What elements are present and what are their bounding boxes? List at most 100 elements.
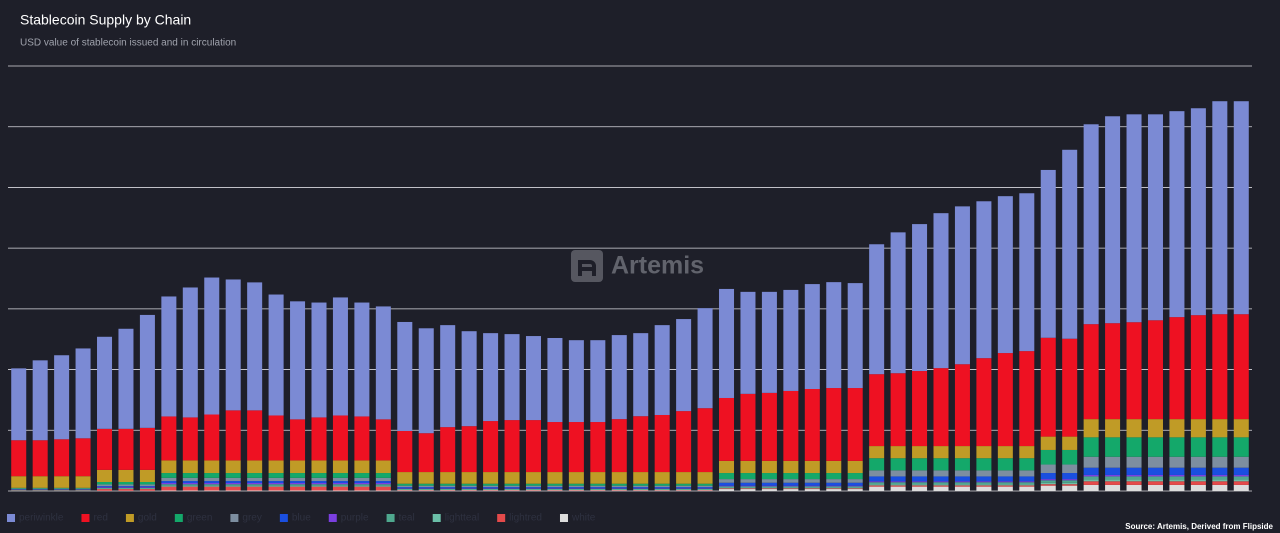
bar-segment (354, 482, 370, 485)
bar-segment (1062, 482, 1078, 485)
bar-segment (375, 473, 391, 478)
bar-segment (32, 360, 48, 441)
bar-segment (225, 477, 241, 482)
bar-segment (654, 488, 670, 490)
bar-segment (933, 446, 949, 459)
bar-segment (354, 481, 370, 483)
bar-segment (54, 487, 70, 489)
bar-segment (847, 488, 863, 490)
bar-segment (654, 485, 670, 488)
bar-segment (847, 486, 863, 488)
bar-segment (247, 481, 263, 483)
bar-segment (1147, 467, 1163, 475)
bar-segment (161, 460, 177, 474)
legend-label: white (571, 513, 596, 524)
bar-segment (1233, 476, 1249, 480)
bar-segment (204, 414, 220, 461)
bar-segment (697, 472, 713, 484)
bar-segment (1212, 437, 1228, 457)
bar-segment (954, 485, 970, 487)
bar-segment (504, 483, 520, 486)
bar-segment (547, 422, 563, 473)
bar-segment (32, 487, 48, 489)
bar-segment (225, 486, 241, 491)
bar-segment (912, 476, 928, 482)
bar-segment (740, 393, 756, 461)
bar-segment (1169, 479, 1185, 482)
bar-segment (161, 484, 177, 486)
bar-segment (804, 389, 820, 461)
bar-segment (75, 476, 91, 488)
bar-segment (976, 201, 992, 359)
bar-segment (847, 482, 863, 486)
bar-segment (1126, 419, 1142, 438)
bar-segment (976, 486, 992, 491)
bar-segment (804, 486, 820, 488)
bar-segment (375, 482, 391, 485)
bar-segment (418, 472, 434, 484)
bar-segment (161, 477, 177, 482)
bar-segment (783, 486, 799, 488)
chart-subtitle: USD value of stablecoin issued and in ci… (20, 38, 236, 49)
bar-segment (568, 340, 584, 423)
bar-segment (54, 488, 70, 490)
legend-label: purple (341, 513, 369, 524)
bar-segment (1212, 484, 1228, 491)
bar-segment (997, 353, 1013, 447)
bar-segment (1105, 479, 1121, 482)
bar-segment (740, 460, 756, 474)
bar-segment (118, 489, 134, 491)
bar-segment (1083, 456, 1099, 468)
bar-segment (118, 487, 134, 488)
bar-segment (1062, 473, 1078, 480)
bar-segment (740, 482, 756, 486)
bar-segment (954, 486, 970, 491)
bar-segment (225, 279, 241, 411)
bar-segment (697, 485, 713, 488)
bar-segment (1126, 479, 1142, 482)
bar-segment (997, 485, 1013, 487)
bar-segment (869, 244, 885, 375)
bar-segment (890, 482, 906, 485)
legend-swatch (497, 514, 506, 522)
bar-segment (976, 481, 992, 483)
bar-segment (611, 472, 627, 484)
bar-segment (290, 481, 306, 483)
bar-segment (933, 485, 949, 487)
bar-segment (1126, 484, 1142, 491)
bar-segment (1147, 456, 1163, 468)
bar-segment (1105, 484, 1121, 491)
bar-segment (32, 440, 48, 477)
bar-segment (247, 482, 263, 485)
bar-segment (740, 291, 756, 394)
bar-segment (1233, 456, 1249, 468)
bar-segment (1147, 437, 1163, 457)
bar-segment (1019, 458, 1035, 471)
bar-segment (697, 487, 713, 489)
bar-segment (912, 224, 928, 372)
legend-swatch (279, 514, 288, 522)
bar-segment (354, 477, 370, 482)
bar-segment (826, 482, 842, 486)
bar-segment (826, 487, 842, 489)
bar-segment (1019, 482, 1035, 485)
bar-segment (826, 388, 842, 461)
bar-segment (890, 486, 906, 491)
bar-segment (1062, 338, 1078, 437)
bar-segment (933, 484, 949, 486)
bar-segment (182, 417, 198, 461)
legend-swatch (559, 514, 568, 522)
bar-segment (890, 481, 906, 483)
bar-segment (547, 472, 563, 484)
bar-segment (1147, 481, 1163, 485)
bar-segment (997, 486, 1013, 491)
bar-segment (182, 481, 198, 483)
bar-segment (1233, 479, 1249, 482)
bar-segment (1040, 484, 1056, 486)
bar-segment (933, 482, 949, 485)
bar-segment (1147, 320, 1163, 420)
bar-segment (826, 488, 842, 490)
bar-segment (1147, 419, 1163, 438)
bar-segment (182, 477, 198, 482)
bar-segment (139, 489, 155, 491)
